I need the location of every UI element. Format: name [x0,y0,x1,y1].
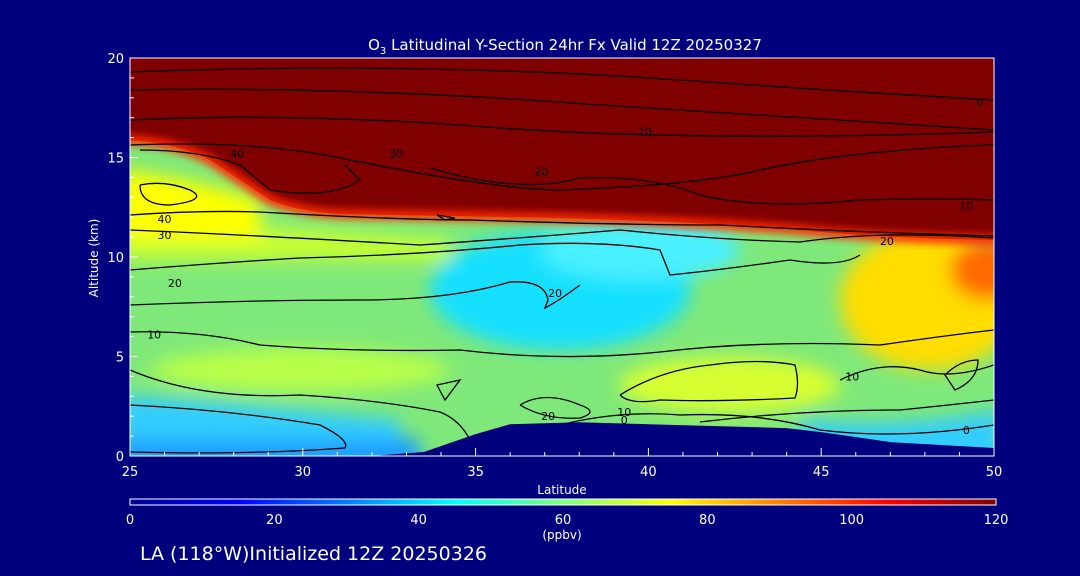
contour-label: 10 [638,126,652,139]
contour-label: 30 [389,148,403,161]
contour-label: 20 [534,165,548,178]
colorbar-tick-label: 100 [839,513,864,528]
colorbar [129,498,997,506]
contour-label: 10 [617,406,631,419]
stratosphere-region [130,58,994,240]
contour-label: 20 [880,235,894,248]
axes: 25 30 35 40 45 50 0 5 10 15 20 [107,52,1002,480]
contour-lines [130,67,994,454]
contour-label: 10 [147,329,161,342]
contour-label: 20 [168,277,182,290]
terrain [130,422,994,456]
x-tick-label: 40 [640,465,657,480]
x-tick-label: 30 [295,465,312,480]
colorbar-tick-label: 120 [984,513,1009,528]
contour-label: 10 [845,370,859,383]
colorbar-tick-label: 20 [266,513,283,528]
colorbar-tick-label: 60 [555,513,572,528]
contour-label: 20 [541,410,555,423]
concentration-field [130,58,994,456]
x-tick-label: 35 [467,465,484,480]
y-tick-label: 20 [107,52,124,67]
x-tick-label: 50 [986,465,1003,480]
colorbar-tick-label: 40 [410,513,427,528]
colorbar-labels: 0 20 40 60 80 100 120 [126,513,1009,528]
y-tick-label: 0 [116,450,124,465]
y-tick-label: 5 [116,351,124,366]
x-axis-label: Latitude [537,483,586,497]
contour-label: 30 [158,229,172,242]
colorbar-tick-label: 0 [126,513,134,528]
contour-label: 0 [963,424,970,437]
chart-title: O3 Latitudinal Y-Section 24hr Fx Valid 1… [368,36,762,57]
contour-label: 10 [959,199,973,212]
init-footer: LA (118°W)Initialized 12Z 20250326 [140,543,487,565]
colorbar-unit: (ppbv) [542,528,581,542]
y-tick-label: 10 [107,251,124,266]
colorbar-tick-label: 80 [699,513,716,528]
x-tick-label: 25 [122,465,139,480]
contour-label: 0 [977,96,984,109]
x-tick-label: 45 [813,465,830,480]
contour-label: 0 [621,414,628,427]
y-tick-label: 15 [107,152,124,167]
y-axis-label: Altitude (km) [87,219,101,298]
contour-label: 40 [158,213,172,226]
contour-label: 20 [548,287,562,300]
contour-label: 40 [230,148,244,161]
